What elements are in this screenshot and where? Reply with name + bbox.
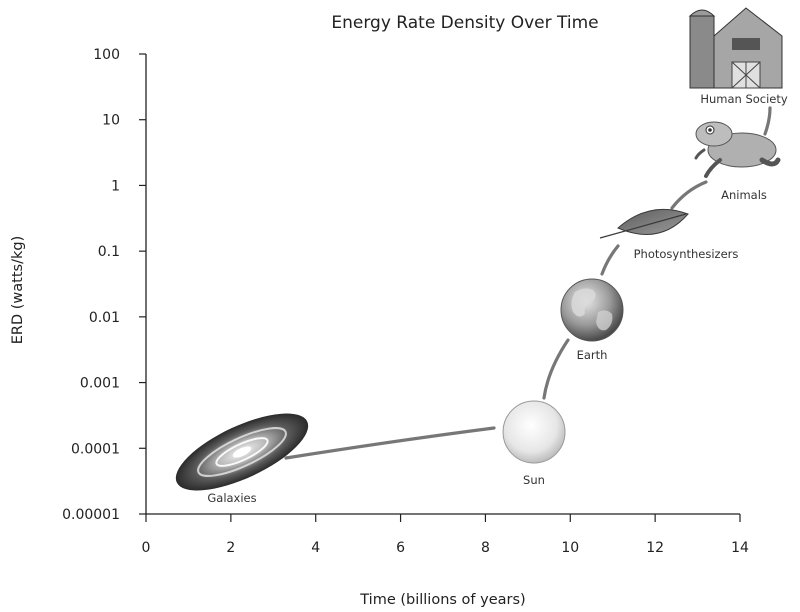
x-tick-label: 2 [226, 540, 235, 556]
x-tick-label: 10 [561, 540, 579, 556]
x-tick-label: 8 [481, 540, 490, 556]
galaxy-icon [175, 413, 309, 491]
point-label-photosynthesizers: Photosynthesizers [634, 247, 739, 261]
x-tick-label: 12 [646, 540, 664, 556]
leaf-icon [599, 208, 689, 239]
y-axis-ticks: 0.00001 0.0001 0.001 0.01 0.1 1 10 100 [62, 47, 146, 523]
x-tick-label: 6 [396, 540, 405, 556]
connector-earth-photosynthesizers [600, 244, 620, 276]
y-tick-label: 1 [111, 178, 120, 194]
connector-photosynthesizers-animals [670, 180, 708, 210]
y-tick-label: 10 [102, 113, 120, 129]
y-tick-label: 0.1 [98, 244, 120, 260]
chart-title: Energy Rate Density Over Time [331, 13, 598, 33]
point-label-galaxies: Galaxies [207, 491, 256, 505]
x-axis-label: Time (billions of years) [359, 592, 525, 608]
x-axis-ticks: 0 2 4 6 8 10 12 14 [142, 514, 749, 556]
y-tick-label: 0.00001 [62, 507, 120, 523]
y-tick-label: 0.01 [89, 310, 120, 326]
point-labels: Galaxies Sun Earth Photosynthesizers Ani… [207, 92, 788, 505]
point-label-sun: Sun [523, 473, 545, 487]
sun-icon [502, 400, 566, 464]
y-tick-label: 0.0001 [71, 441, 120, 457]
frog-icon [694, 121, 781, 178]
x-tick-label: 14 [731, 540, 749, 556]
y-tick-label: 0.001 [80, 376, 120, 392]
connector-galaxies-sun [284, 426, 496, 460]
y-tick-label: 100 [93, 47, 120, 63]
x-tick-label: 0 [142, 540, 151, 556]
x-tick-label: 4 [311, 540, 320, 556]
data-points [229, 72, 716, 469]
y-axis-label: ERD (watts/kg) [10, 236, 26, 344]
data-point-animals [688, 164, 691, 167]
earth-icon [560, 278, 624, 342]
connector-animals-human [763, 106, 772, 136]
point-label-animals: Animals [721, 188, 767, 202]
point-label-earth: Earth [577, 348, 608, 362]
point-label-human-society: Human Society [700, 92, 788, 106]
connector-sun-earth [542, 338, 570, 400]
barn-icon [688, 7, 783, 89]
